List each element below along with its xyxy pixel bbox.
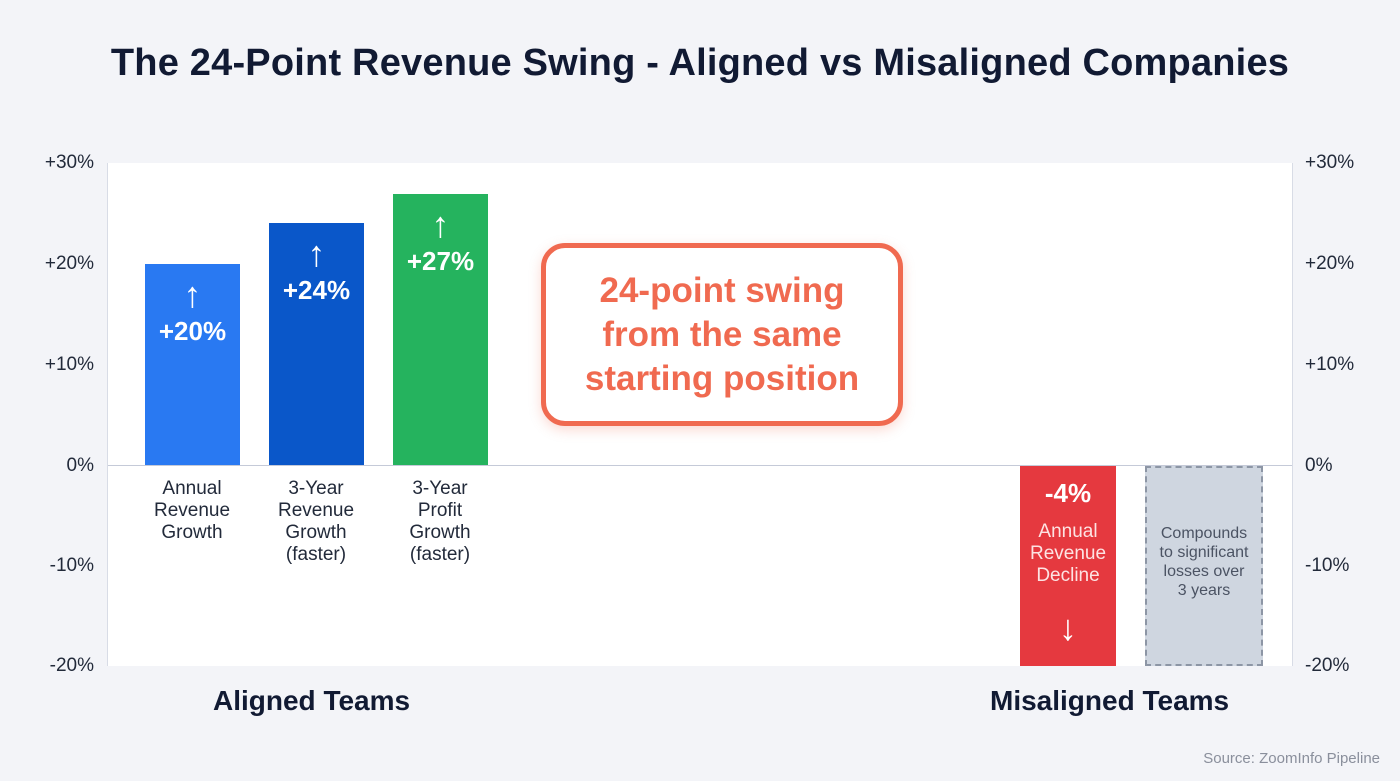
down-arrow-icon: ↓	[1059, 607, 1077, 648]
label-line: Revenue	[277, 500, 355, 521]
bar-description: Annual Revenue Decline	[1030, 521, 1106, 587]
category-label: 3-Year Revenue Growth (faster)	[251, 478, 381, 566]
bar-value-label: +27%	[406, 246, 475, 276]
bar-annual-revenue-growth: ↑ +20%	[145, 264, 240, 465]
y-tick-left: +10%	[44, 354, 94, 375]
swing-callout: 24-point swing from the same starting po…	[541, 243, 903, 426]
zero-baseline	[108, 465, 1292, 466]
desc-line: Revenue	[1029, 543, 1107, 564]
label-line: Revenue	[153, 500, 231, 521]
desc-line: Decline	[1036, 565, 1100, 586]
bar-value-label: +20%	[158, 316, 227, 346]
bar-annual-revenue-decline: -4% Annual Revenue Decline ↓	[1020, 466, 1116, 666]
callout-line: starting position	[584, 358, 860, 398]
desc-line: Annual	[1038, 521, 1098, 542]
group-label-misaligned: Misaligned Teams	[990, 685, 1230, 716]
up-arrow-icon: ↑	[431, 204, 450, 245]
y-tick-right: +10%	[1305, 354, 1355, 375]
y-tick-left: -20%	[49, 655, 94, 676]
label-line: Annual	[162, 478, 222, 499]
label-line: Growth	[409, 522, 471, 543]
y-tick-right: -20%	[1305, 655, 1350, 676]
label-line: 3-Year	[288, 478, 344, 499]
callout-line: from the same	[602, 314, 842, 354]
y-tick-right: -10%	[1305, 555, 1350, 576]
group-label-aligned: Aligned Teams	[213, 685, 411, 716]
y-tick-left: -10%	[49, 555, 94, 576]
up-arrow-icon: ↑	[307, 233, 326, 274]
category-label: Annual Revenue Growth	[127, 478, 257, 544]
label-line: Growth	[285, 522, 347, 543]
bar-3yr-profit-growth: ↑ +27%	[393, 194, 488, 465]
y-tick-left: +30%	[44, 152, 94, 173]
ghost-line: to significant	[1159, 544, 1249, 561]
y-tick-right: +30%	[1305, 152, 1355, 173]
y-tick-right: 0%	[1305, 455, 1333, 476]
label-line: (faster)	[409, 544, 471, 565]
source-note: Source: ZoomInfo Pipeline	[1203, 750, 1380, 767]
bar-3yr-revenue-growth: ↑ +24%	[269, 223, 364, 465]
bar-value-label: -4%	[1044, 478, 1092, 508]
up-arrow-icon: ↑	[183, 274, 202, 315]
ghost-line: 3 years	[1177, 582, 1231, 599]
y-tick-left: 0%	[66, 455, 94, 476]
chart-title: The 24-Point Revenue Swing - Aligned vs …	[110, 42, 1290, 84]
ghost-line: losses over	[1163, 563, 1245, 580]
label-line: Growth	[161, 522, 223, 543]
label-line: (faster)	[285, 544, 347, 565]
category-label: 3-Year Profit Growth (faster)	[375, 478, 505, 566]
ghost-line: Compounds	[1160, 525, 1248, 542]
callout-line: 24-point swing	[599, 270, 845, 310]
y-tick-left: +20%	[44, 253, 94, 274]
label-line: Profit	[417, 500, 463, 521]
bar-value-label: +24%	[282, 275, 351, 305]
label-line: 3-Year	[412, 478, 468, 499]
y-tick-right: +20%	[1305, 253, 1355, 274]
bar-compounding-losses: Compounds to significant losses over 3 y…	[1145, 466, 1263, 666]
